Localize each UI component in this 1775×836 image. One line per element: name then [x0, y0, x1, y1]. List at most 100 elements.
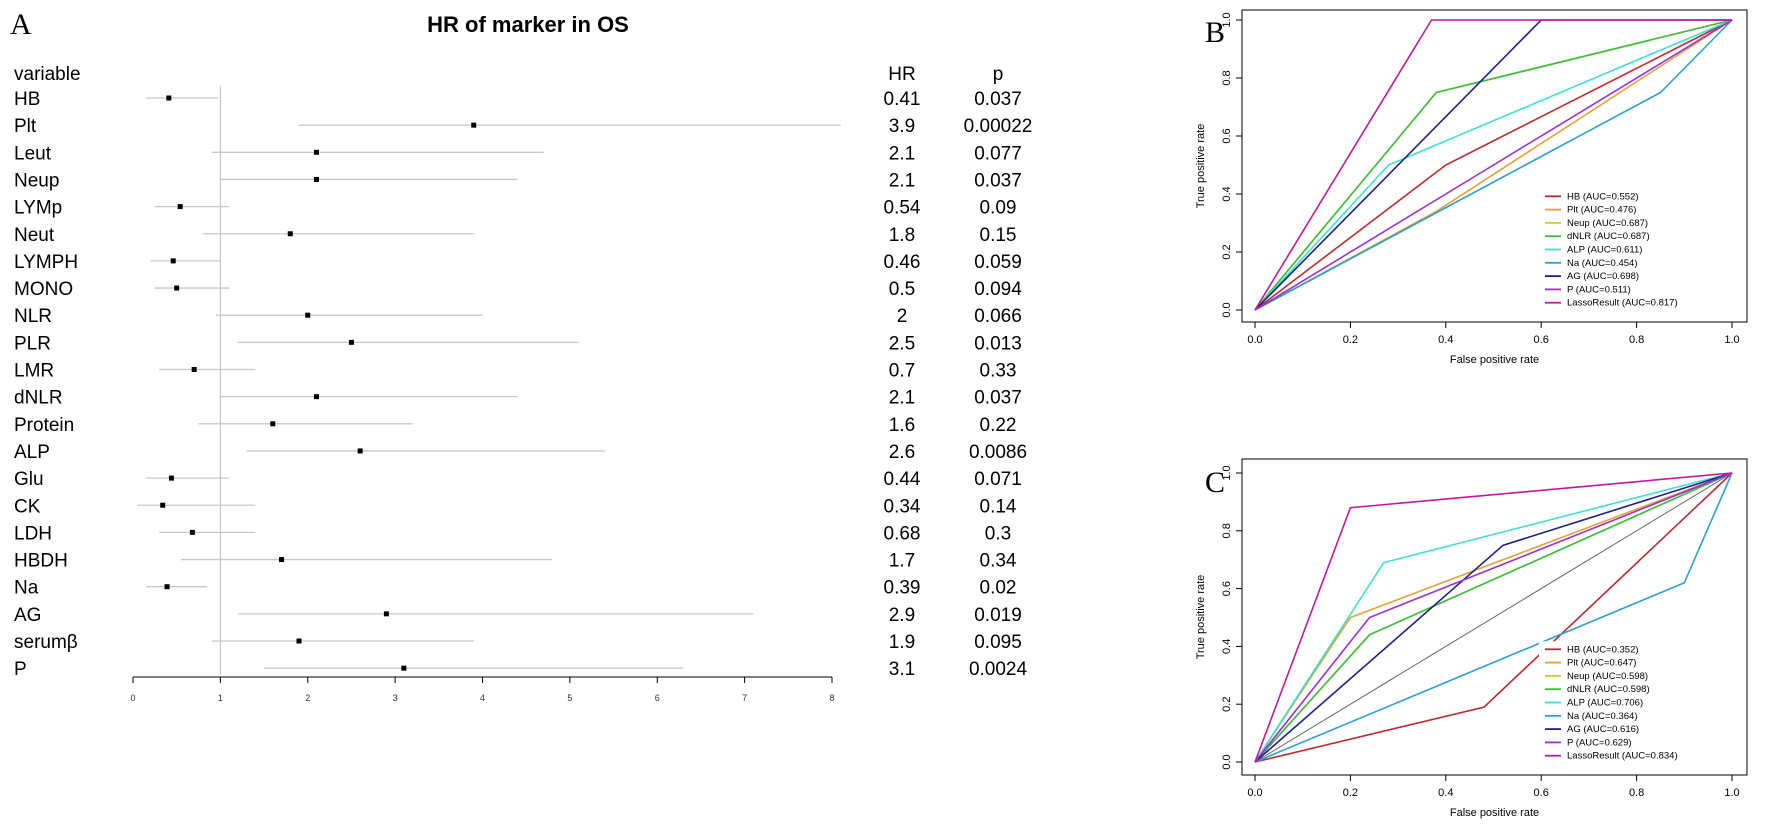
forest-x-axis: 0 1 2 3 4 5 6 7 8 — [130, 676, 835, 703]
hr-point — [174, 285, 180, 291]
hr-point — [313, 149, 319, 155]
legend-entry: HB (AUC=0.352) — [1567, 644, 1639, 655]
legend-entry: Neup (AUC=0.598) — [1567, 671, 1648, 682]
p-value: 0.019 — [974, 605, 1022, 626]
roc-plot-b: 0.0 0.2 0.4 0.6 0.8 1.0 0.0 0.2 0.4 0.6 0.8 1.0 Fals… — [1195, 9, 1748, 366]
legend-entry: LassoResult (AUC=0.834) — [1567, 751, 1678, 762]
legend-entry: Na (AUC=0.454) — [1567, 258, 1638, 269]
variable-label: P — [14, 659, 27, 680]
diagonal-reference-line — [1254, 472, 1733, 763]
hr-point — [170, 258, 176, 264]
variable-label: Na — [14, 578, 39, 599]
y-tick-label: 0.8 — [1221, 70, 1233, 85]
y-tick-label: 0.6 — [1221, 128, 1233, 143]
hr-value: 2 — [897, 306, 908, 327]
legend-entry: LassoResult (AUC=0.817) — [1567, 298, 1678, 309]
roc-curve — [1254, 19, 1733, 311]
plot-frame — [1241, 458, 1748, 776]
hr-point — [191, 367, 197, 372]
hr-value: 3.1 — [889, 659, 915, 680]
hr-point — [357, 448, 363, 454]
p-value: 0.095 — [974, 632, 1022, 653]
x-axis-label: False positive rate — [1450, 354, 1539, 366]
hr-value: 2.1 — [889, 170, 915, 191]
legend-entry: Na (AUC=0.364) — [1567, 711, 1638, 722]
hr-value: 1.7 — [889, 551, 915, 572]
legend-entry: AG (AUC=0.616) — [1567, 724, 1639, 735]
hr-point — [296, 638, 302, 644]
hr-value: 1.8 — [889, 225, 915, 246]
p-value: 0.22 — [980, 415, 1017, 436]
p-value: 0.0086 — [969, 442, 1027, 463]
p-column-header: p — [993, 64, 1004, 85]
p-value: 0.34 — [980, 551, 1017, 572]
hr-point — [287, 231, 293, 237]
hr-value: 1.6 — [889, 415, 915, 436]
variable-label: LMR — [14, 361, 54, 382]
x-tick-label: 3 — [393, 693, 398, 703]
roc-curve — [1254, 19, 1732, 311]
legend-entry: ALP (AUC=0.706) — [1567, 698, 1643, 709]
hr-value: 2.9 — [889, 605, 915, 626]
roc-curve — [1254, 472, 1733, 763]
y-tick-label: 0.2 — [1221, 244, 1233, 259]
hr-value: 0.68 — [884, 523, 921, 544]
x-tick-label: 0 — [130, 693, 135, 703]
hr-point — [401, 665, 407, 671]
x-tick-label: 4 — [480, 693, 485, 703]
x-tick-label: 1.0 — [1724, 787, 1739, 799]
roc-curve — [1254, 472, 1733, 763]
hr-value: 2.1 — [889, 143, 915, 164]
x-tick-label: 1 — [218, 693, 223, 703]
legend: HB (AUC=0.352) Plt (AUC=0.647) Neup (AUC=0… — [1539, 641, 1741, 769]
legend-box — [1539, 188, 1741, 316]
legend-entry: Plt (AUC=0.476) — [1567, 205, 1636, 216]
panel-c-label: C — [1205, 466, 1225, 499]
legend-entry: dNLR (AUC=0.687) — [1567, 231, 1650, 242]
x-tick-label: 0.4 — [1438, 787, 1453, 799]
legend-entry: dNLR (AUC=0.598) — [1567, 684, 1650, 695]
x-tick-label: 0.2 — [1343, 787, 1358, 799]
y-tick-label: 0.2 — [1221, 697, 1233, 712]
legend-entry: AG (AUC=0.698) — [1567, 271, 1639, 282]
p-value: 0.071 — [974, 469, 1022, 490]
legend-entry: P (AUC=0.511) — [1567, 284, 1631, 295]
hr-value: 2.5 — [889, 333, 915, 354]
hr-point — [177, 204, 183, 210]
p-value: 0.33 — [980, 361, 1017, 382]
hr-point — [305, 312, 311, 318]
p-value: 0.037 — [974, 170, 1022, 191]
x-tick-label: 0.8 — [1629, 787, 1644, 799]
x-tick-label: 2 — [305, 693, 310, 703]
variable-label: ALP — [14, 442, 50, 463]
x-tick-label: 0.2 — [1343, 334, 1358, 346]
legend: HB (AUC=0.552) Plt (AUC=0.476) Neup (AUC=0… — [1539, 188, 1741, 316]
hr-value: 2.6 — [889, 442, 915, 463]
legend-entry: Neup (AUC=0.687) — [1567, 218, 1648, 229]
hr-point — [313, 394, 319, 400]
variable-label: LYMp — [14, 198, 62, 219]
hr-point — [164, 584, 170, 590]
y-tick-label: 1.0 — [1221, 12, 1233, 27]
y-tick-label: 0.0 — [1221, 754, 1233, 769]
roc-curve — [1254, 472, 1733, 763]
roc-curve — [1254, 472, 1733, 763]
panel-a-label: A — [10, 8, 32, 41]
hr-value: 1.9 — [889, 632, 915, 653]
y-tick-label: 1.0 — [1221, 465, 1233, 480]
roc-curve — [1254, 19, 1733, 311]
y-axis-label: True positive rate — [1195, 575, 1207, 660]
hr-value: 0.39 — [884, 578, 921, 599]
hr-value: 3.9 — [889, 116, 915, 137]
x-tick-label: 8 — [829, 693, 834, 703]
x-tick-label: 0.8 — [1629, 334, 1644, 346]
x-tick-label: 1.0 — [1724, 334, 1739, 346]
variable-label: CK — [14, 496, 41, 517]
x-tick-label: 6 — [655, 693, 660, 703]
p-value: 0.3 — [985, 523, 1011, 544]
hr-value: 0.46 — [884, 252, 921, 273]
hr-point — [313, 176, 319, 182]
roc-curve — [1254, 19, 1733, 311]
forest-plot-title: HR of marker in OS — [427, 12, 629, 37]
